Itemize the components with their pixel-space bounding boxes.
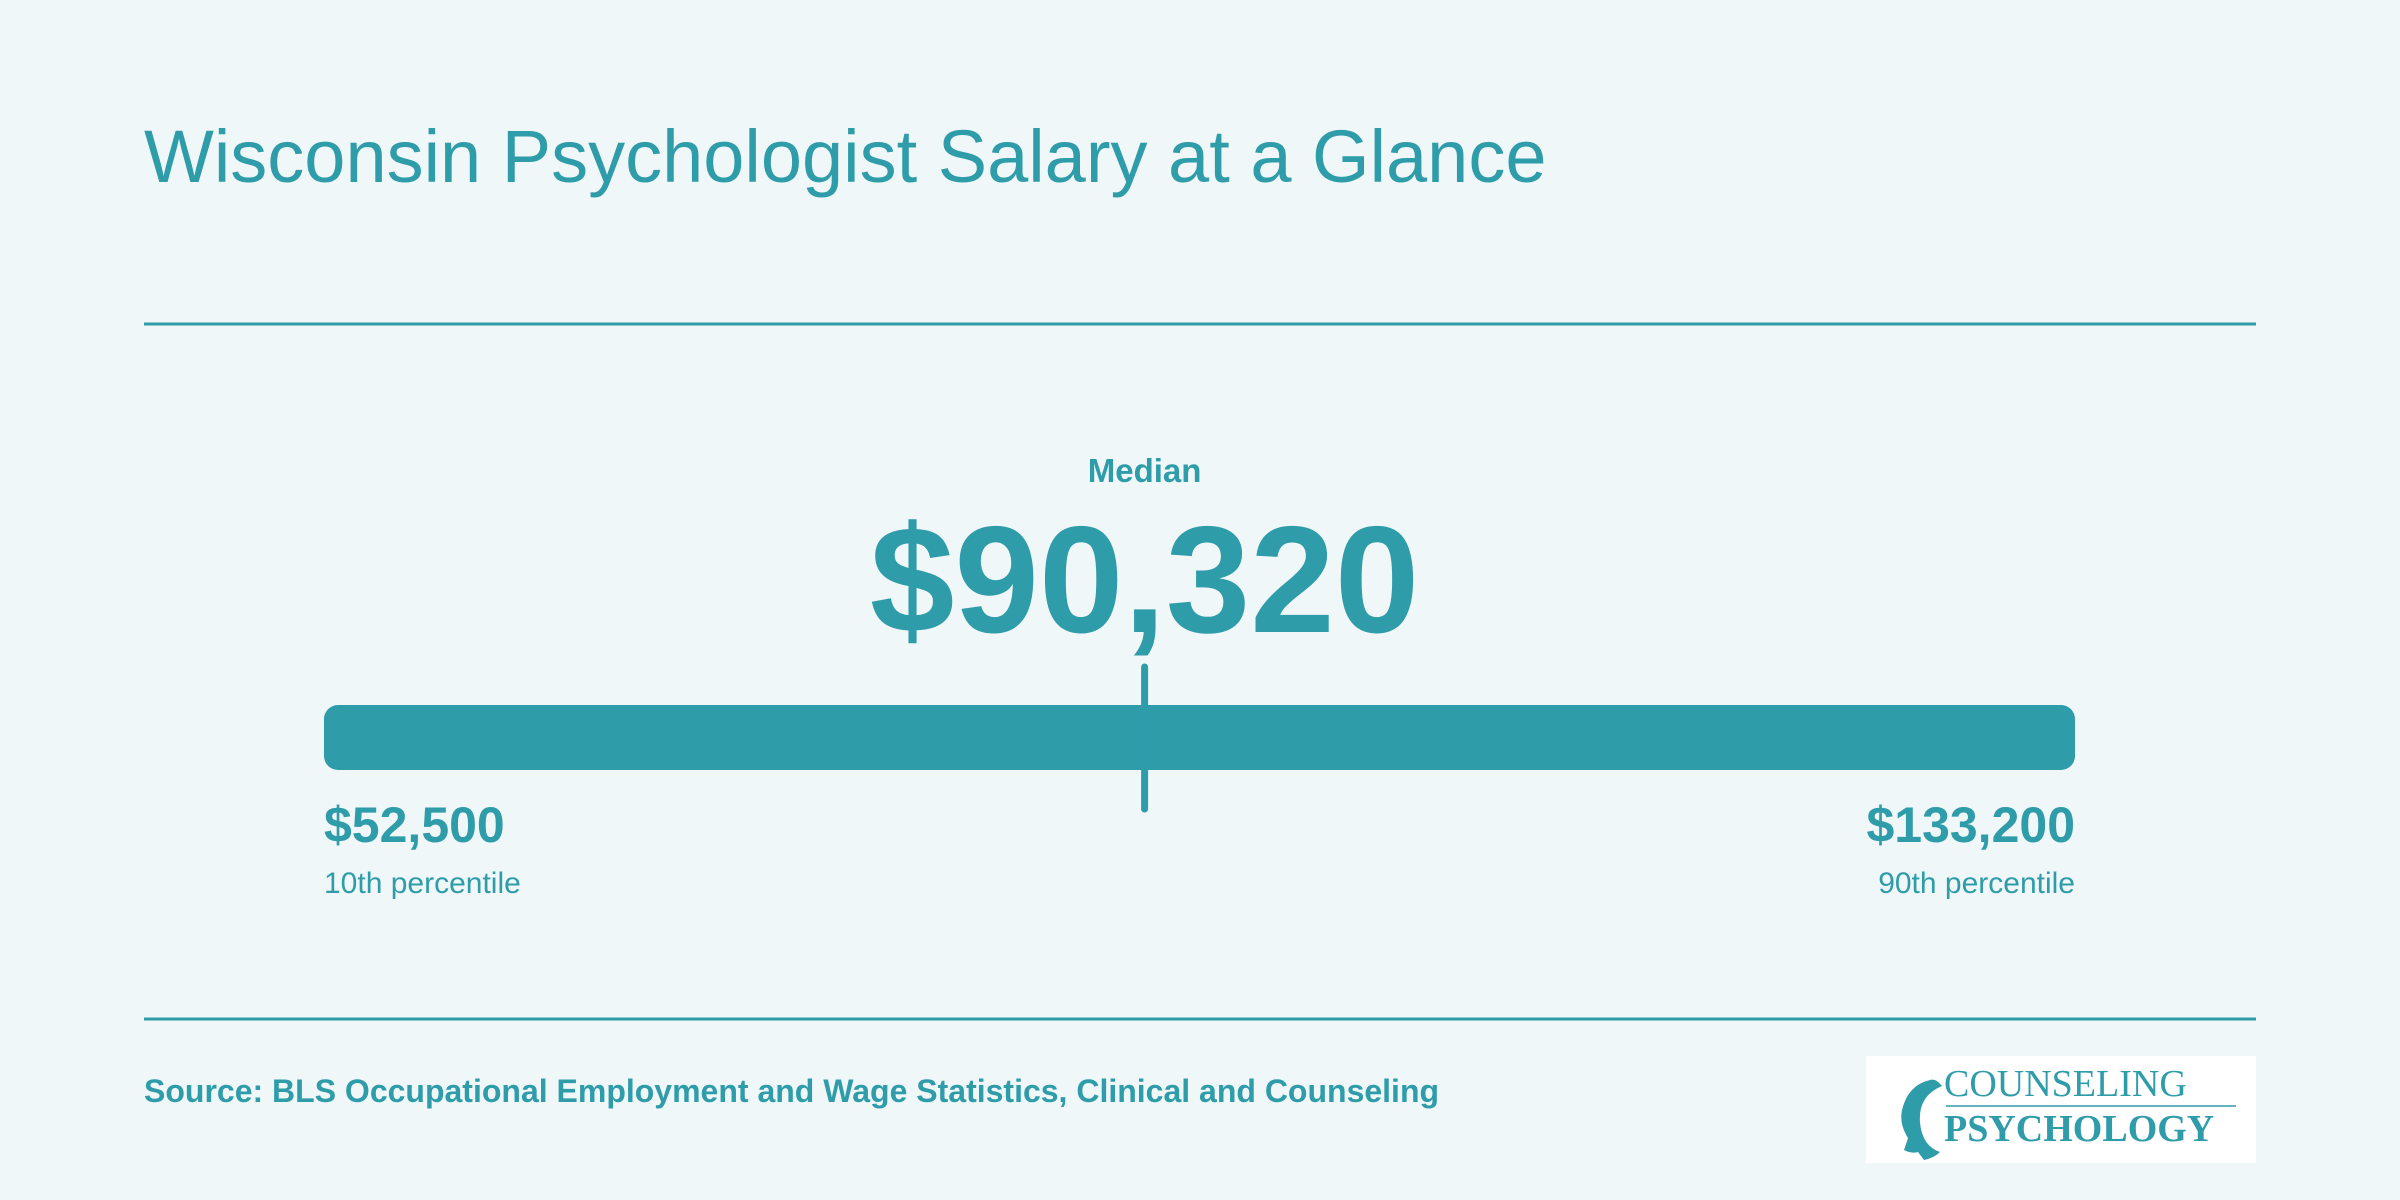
- logo-text: COUNSELING: [1944, 1063, 2187, 1105]
- percentile-label: 10th percentile: [324, 867, 521, 900]
- median-label: Median: [1088, 452, 1202, 489]
- logo: COUNSELING PSYCHOLOGY: [1866, 1056, 2256, 1163]
- logo-box: [1866, 1056, 2256, 1163]
- logo-text: PSYCHOLOGY: [1944, 1108, 2214, 1150]
- percentile-label: 90th percentile: [1878, 867, 2075, 900]
- logo-icon: [1901, 1079, 1942, 1160]
- source: Source: BLS Occupational Employment and …: [144, 1073, 1439, 1109]
- percentile-value: $52,500: [324, 797, 505, 853]
- percentile-value: $133,200: [1866, 797, 2075, 853]
- median-value: $90,320: [870, 495, 1419, 665]
- range-bar: [324, 705, 2075, 770]
- range-chart: Median $90,320 $52,500 10th percentile $133,…: [324, 452, 2075, 900]
- title: Wisconsin Psychologist Salary at a Glanc…: [144, 115, 1547, 198]
